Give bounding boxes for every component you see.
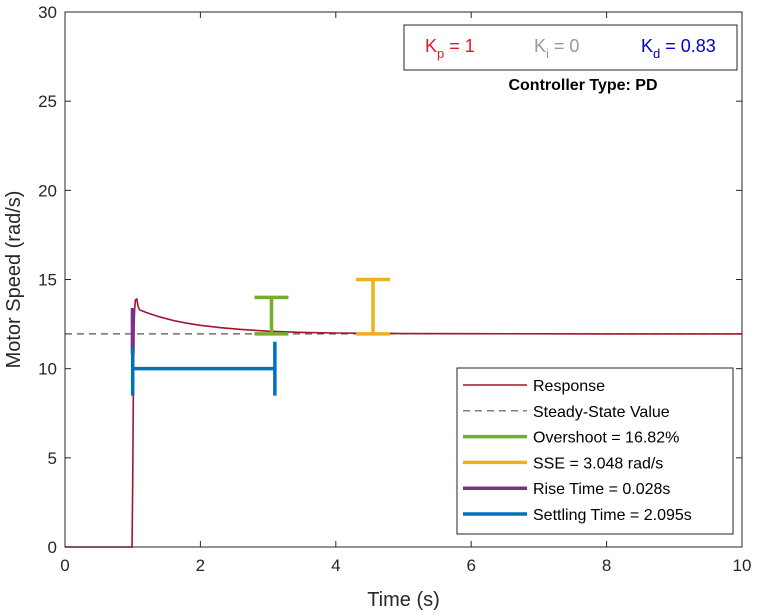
annotation-marker bbox=[356, 277, 391, 336]
legend-label: SSE = 3.048 rad/s bbox=[533, 455, 663, 472]
annotation-layer bbox=[130, 277, 391, 396]
legend-label: Steady-State Value bbox=[533, 404, 670, 421]
plot-frame bbox=[64, 11, 743, 548]
y-axis-label: Motor Speed (rad/s) bbox=[3, 191, 25, 369]
kd-subscript: d bbox=[653, 46, 660, 61]
controller-type-label: Controller Type: PD bbox=[508, 77, 657, 94]
annotation-marker bbox=[130, 341, 277, 396]
kp-letter: K bbox=[425, 36, 437, 56]
y-tick-label: 25 bbox=[38, 92, 57, 111]
legend-items: Response Steady-State Value Overshoot = 16… bbox=[463, 378, 692, 524]
x-axis-label: Time (s) bbox=[367, 589, 440, 611]
y-tick-label: 20 bbox=[38, 181, 57, 200]
kp-subscript: p bbox=[437, 46, 444, 61]
x-tick-label: 6 bbox=[466, 556, 475, 575]
gains-box-frame bbox=[403, 24, 738, 71]
kd-value: = 0.83 bbox=[660, 36, 716, 56]
legend-label: Response bbox=[533, 378, 605, 395]
x-tick-label: 8 bbox=[602, 556, 611, 575]
annotation-marker bbox=[254, 295, 289, 336]
x-tick-label: 0 bbox=[60, 556, 69, 575]
legend-frame bbox=[456, 367, 734, 535]
legend-label: Rise Time = 0.028s bbox=[533, 481, 670, 498]
x-tick-label: 10 bbox=[733, 556, 752, 575]
y-tick-label: 10 bbox=[38, 360, 57, 379]
gains-box: Kp = 1 Ki = 0 Kd = 0.83 bbox=[403, 24, 738, 71]
ki-subscript: i bbox=[546, 46, 549, 61]
x-tick-label: 2 bbox=[196, 556, 205, 575]
ki-letter: K bbox=[534, 36, 546, 56]
y-tick-label: 30 bbox=[38, 3, 57, 22]
kd-label: Kd = 0.83 bbox=[641, 36, 716, 61]
ki-label: Ki = 0 bbox=[534, 36, 579, 61]
kd-letter: K bbox=[641, 36, 653, 56]
kp-label: Kp = 1 bbox=[425, 36, 475, 61]
y-tick-label: 0 bbox=[48, 538, 57, 557]
y-tick-label: 5 bbox=[48, 449, 57, 468]
kp-value: = 1 bbox=[444, 36, 475, 56]
legend-label: Settling Time = 2.095s bbox=[533, 507, 692, 524]
legend: Response Steady-State Value Overshoot = 16… bbox=[456, 367, 734, 535]
legend-label: Overshoot = 16.82% bbox=[533, 430, 679, 447]
ki-value: = 0 bbox=[549, 36, 580, 56]
x-tick-label: 4 bbox=[331, 556, 340, 575]
y-tick-label: 15 bbox=[38, 271, 57, 290]
